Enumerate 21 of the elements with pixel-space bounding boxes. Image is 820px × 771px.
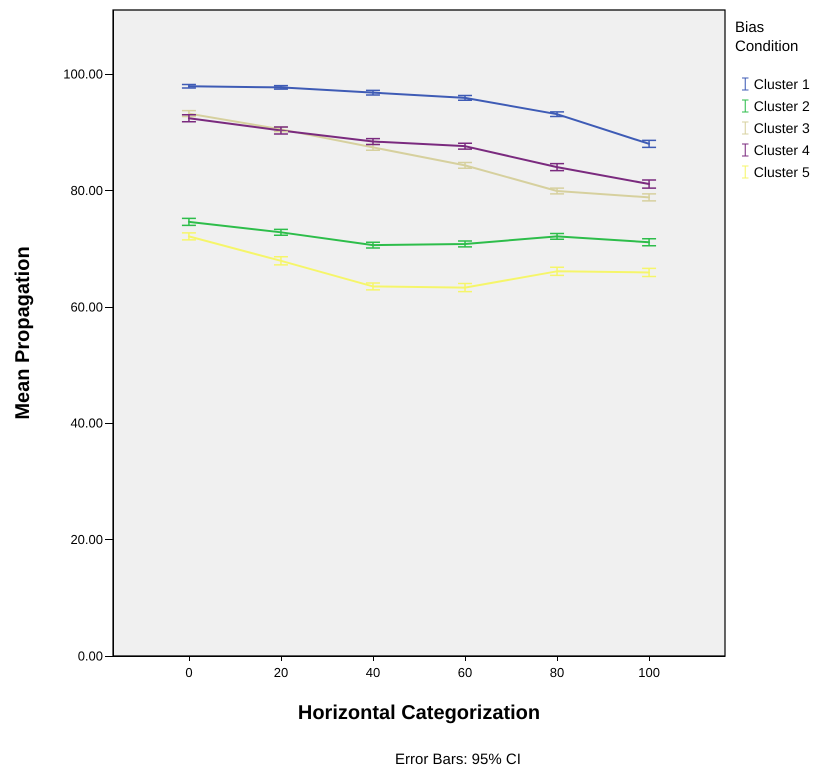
text: Error Bars: 95% CI (395, 751, 521, 768)
y-tick-label: 0.00 (78, 648, 103, 664)
x-tick-label: 60 (458, 665, 472, 680)
x-tick-label: 20 (274, 665, 288, 680)
legend-label: Cluster 1 (754, 76, 810, 92)
legend-label: Cluster 5 (754, 164, 810, 180)
y-axis-title: Mean Propagation (12, 246, 34, 420)
x-axis-title: Horizontal Categorization (298, 702, 540, 724)
y-tick-label: 100.00 (63, 66, 103, 82)
legend-label: Cluster 4 (754, 142, 810, 158)
x-tick-label: 80 (550, 665, 564, 680)
legend-label: Cluster 2 (754, 98, 810, 114)
x-tick-label: 0 (185, 665, 193, 680)
legend-label: Cluster 3 (754, 120, 810, 136)
x-tick-label: 40 (366, 665, 380, 680)
y-tick-label: 20.00 (70, 532, 103, 548)
legend-title: Bias Condition (735, 19, 798, 55)
y-tick-label: 60.00 (70, 299, 103, 314)
y-tick-label: 80.00 (70, 182, 103, 198)
x-tick-label: 100 (638, 665, 660, 680)
y-tick-label: 40.00 (70, 416, 103, 431)
